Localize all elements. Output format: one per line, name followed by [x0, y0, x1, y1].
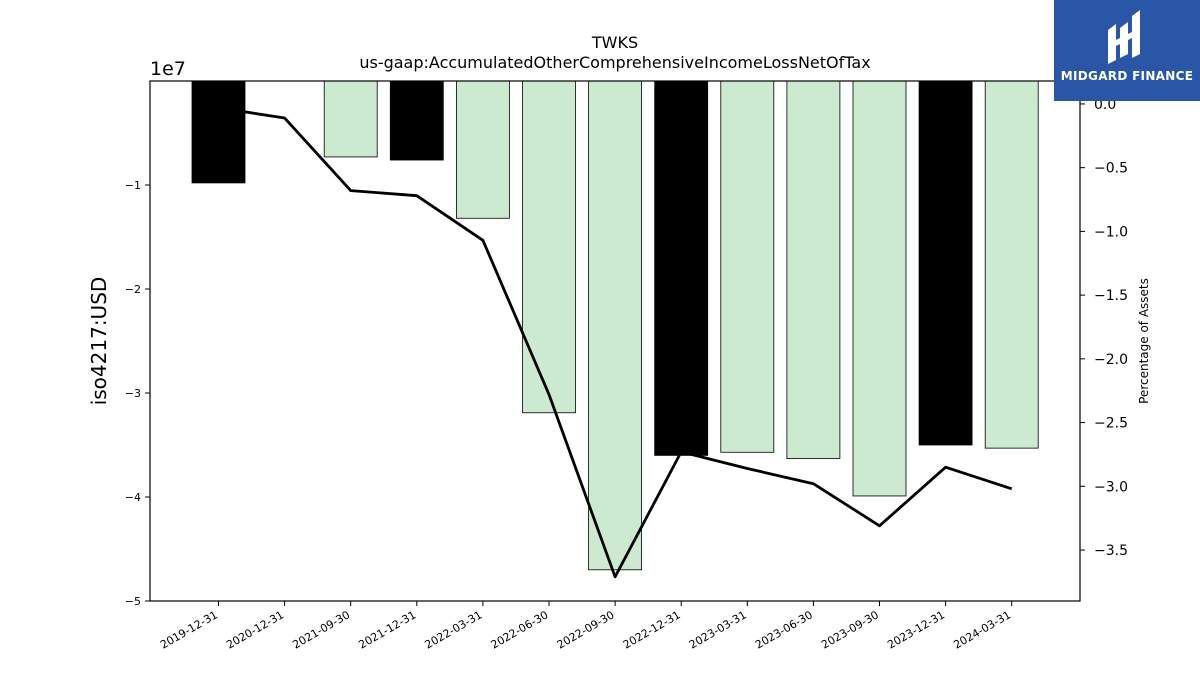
- x-tick-label: 2021-09-30: [290, 608, 352, 651]
- x-tick-label: 2020-12-31: [224, 608, 286, 651]
- y2-tick-label: −3.5: [1094, 543, 1128, 559]
- y-offset-label: 1e7: [150, 58, 186, 80]
- bar-2023-03-31: [720, 80, 775, 453]
- x-tick-label: 2023-03-31: [687, 608, 749, 651]
- y2-tick-label: −3.0: [1094, 479, 1128, 495]
- y-tick-label: −5: [125, 595, 141, 608]
- x-tick-label: 2023-06-30: [753, 608, 815, 651]
- x-tick-label: 2022-09-30: [555, 608, 617, 651]
- y2-tick-label: −1.5: [1094, 288, 1128, 304]
- x-tick-label: 2022-03-31: [423, 608, 485, 651]
- brand-logo: MIDGARD FINANCE: [1054, 0, 1200, 101]
- x-tick-label: 2021-12-31: [356, 608, 418, 651]
- midgard-logo-icon: [1108, 10, 1140, 64]
- bar-2019-12-31: [191, 80, 246, 184]
- y-axis-label: iso4217:USD: [87, 277, 111, 406]
- y-tick-label: −2: [125, 283, 141, 296]
- x-tick-label: 2023-09-30: [819, 608, 881, 651]
- left-axis-ticks: −1 −2 −3 −4 −5: [125, 179, 150, 608]
- bar-2023-09-30: [852, 80, 907, 497]
- bar-2022-06-30: [522, 80, 576, 414]
- y2-tick-label: −0.5: [1094, 161, 1128, 177]
- x-axis-ticks: 2019-12-31 2020-12-31 2021-09-30 2021-12-31…: [158, 601, 1013, 652]
- logo-text: MIDGARD FINANCE: [1060, 69, 1194, 83]
- bar-2022-09-30: [588, 80, 642, 571]
- bar-2021-12-31: [389, 80, 444, 161]
- bar-2023-12-31: [918, 80, 973, 446]
- x-tick-label: 2024-03-31: [951, 608, 1013, 651]
- y-tick-label: −1: [125, 179, 141, 192]
- y2-tick-label: −1.0: [1094, 224, 1128, 240]
- y-tick-label: −4: [125, 491, 141, 504]
- chart-subtitle: us-gaap:AccumulatedOtherComprehensiveInc…: [359, 53, 870, 72]
- y2-axis-label: Percentage of Assets: [1137, 278, 1151, 404]
- bar-2024-03-31: [984, 80, 1039, 449]
- bar-2023-06-30: [786, 80, 841, 459]
- x-tick-label: 2022-12-31: [621, 608, 683, 651]
- right-axis-ticks: 0.0−0.5−1.0−1.5−2.0−2.5−3.0−3.5: [1080, 97, 1128, 559]
- y2-tick-label: −2.0: [1094, 352, 1128, 368]
- bar-2021-09-30: [323, 80, 378, 158]
- line-layer: [218, 106, 1013, 579]
- bars-layer: [191, 80, 1039, 571]
- x-tick-label: 2019-12-31: [158, 608, 220, 651]
- x-tick-label: 2023-12-31: [885, 608, 947, 651]
- chart-title: TWKS: [591, 33, 638, 52]
- y2-tick-label: −2.5: [1094, 416, 1128, 432]
- bar-2022-12-31: [654, 80, 709, 456]
- x-tick-label: 2022-06-30: [489, 608, 551, 651]
- bar-2022-03-31: [455, 80, 510, 219]
- y-tick-label: −3: [125, 387, 141, 400]
